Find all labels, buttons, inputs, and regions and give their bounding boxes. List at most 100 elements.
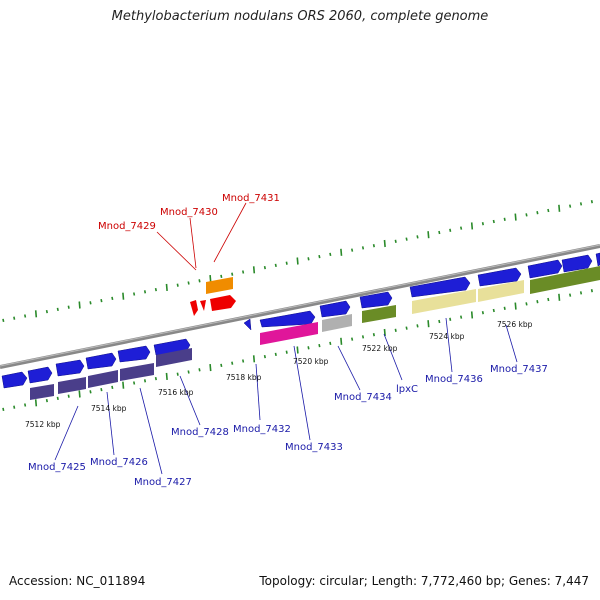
gene-arrow[interactable] [595, 252, 600, 267]
leader-lines [54, 202, 518, 475]
scale-tick [351, 248, 354, 252]
gene-label-mnod-7433[interactable]: Mnod_7433 [285, 442, 343, 453]
scale-tick [143, 290, 147, 294]
scale-tick [143, 379, 147, 383]
genome-backbone-highlight [0, 244, 600, 367]
feature-bar-purple[interactable] [120, 363, 154, 381]
scale-tick [470, 222, 474, 230]
feature-bar-purple[interactable] [156, 348, 192, 367]
feature-bar-purple[interactable] [30, 384, 54, 400]
feature-bar-orange[interactable] [206, 277, 233, 294]
scale-tick [416, 235, 419, 239]
feature-bar-olive[interactable] [362, 305, 396, 323]
kbp-ruler: 7512 kbp 7514 kbp 7516 kbp 7518 kbp 7520… [25, 320, 533, 429]
scale-tick [372, 244, 375, 248]
scale-tick [383, 328, 386, 337]
scale-tick [394, 328, 397, 332]
feature-arrow-red[interactable] [210, 295, 236, 311]
scale-tick [13, 316, 16, 320]
feature-bar-khaki[interactable] [412, 289, 476, 314]
gene-arrow[interactable] [259, 310, 316, 328]
feature-bar-grey[interactable] [322, 314, 352, 332]
feature-bar-purple[interactable] [58, 377, 86, 394]
scale-tick [340, 337, 343, 345]
leader-line [445, 317, 453, 373]
gene-label-mnod-7437[interactable]: Mnod_7437 [490, 364, 548, 375]
scale-tick [470, 311, 474, 319]
scale-tick [558, 293, 561, 301]
gene-label-mnod-7427[interactable]: Mnod_7427 [134, 477, 192, 488]
leader-line [383, 333, 403, 381]
gene-label-mnod-7425[interactable]: Mnod_7425 [28, 462, 86, 473]
accession-label: Accession: NC_011894 [9, 574, 146, 588]
gene-arrows [1, 252, 600, 389]
feature-bar-khaki[interactable] [478, 280, 524, 302]
gene-arrow[interactable] [1, 371, 28, 389]
scale-tick [274, 352, 277, 357]
scale-tick [67, 305, 70, 309]
gene-arrow[interactable] [319, 300, 351, 318]
gene-arrow[interactable] [27, 366, 53, 384]
scale-tick [372, 333, 375, 337]
feature-bar-olive[interactable] [530, 266, 600, 294]
gene-label-mnod-7431[interactable]: Mnod_7431 [222, 193, 280, 204]
bottom-tick-row [2, 289, 593, 412]
scale-tick [24, 314, 27, 318]
gene-arrow[interactable] [561, 254, 593, 273]
scale-tick [285, 261, 288, 265]
scale-tick [383, 239, 386, 248]
feature-bar-pink[interactable] [260, 322, 318, 345]
scale-tick [89, 301, 92, 305]
scale-tick [481, 222, 484, 226]
kbp-label: 7516 kbp [158, 388, 194, 397]
scale-tick [514, 302, 517, 310]
scale-tick [165, 372, 168, 380]
gene-label-mnod-7434[interactable]: Mnod_7434 [334, 392, 392, 403]
leader-line [54, 405, 79, 461]
feature-bar-purple[interactable] [88, 370, 118, 388]
scale-tick [176, 283, 179, 287]
gene-label-mnod-7430[interactable]: Mnod_7430 [160, 207, 218, 218]
scale-tick [525, 213, 528, 217]
gene-label-mnod-7428[interactable]: Mnod_7428 [171, 427, 229, 438]
scale-tick [296, 346, 299, 354]
scale-tick [449, 228, 452, 232]
gene-arrow[interactable] [477, 267, 522, 287]
gene-label-mnod-7429[interactable]: Mnod_7429 [98, 221, 156, 232]
gene-label-mnod-7426[interactable]: Mnod_7426 [90, 457, 148, 468]
gene-arrow[interactable] [117, 345, 151, 363]
scale-tick [67, 394, 70, 398]
scale-tick [416, 324, 419, 328]
scale-tick [579, 291, 583, 295]
scale-tick [45, 309, 48, 314]
scale-tick [198, 368, 201, 372]
scale-tick [154, 287, 157, 292]
top-tick-row [2, 200, 593, 323]
gene-arrow[interactable] [409, 276, 471, 298]
gene-arrow[interactable] [55, 359, 85, 377]
scale-tick [56, 396, 59, 401]
gene-arrow[interactable] [85, 352, 117, 370]
genome-summary: Topology: circular; Length: 7,772,460 bp… [259, 574, 589, 588]
feature-arrow-red[interactable] [200, 300, 206, 311]
scale-tick [100, 387, 103, 392]
scale-tick [590, 200, 593, 204]
scale-tick [263, 265, 266, 270]
scale-tick [536, 211, 539, 215]
scale-tick [78, 390, 81, 398]
scale-tick [307, 346, 310, 350]
scale-tick [78, 301, 81, 309]
gene-label-lpxc[interactable]: lpxC [396, 384, 418, 395]
feature-arrow-red[interactable] [190, 300, 198, 316]
kbp-label: 7512 kbp [25, 420, 61, 429]
gene-label-mnod-7436[interactable]: Mnod_7436 [425, 374, 483, 385]
scale-tick [220, 363, 223, 368]
scale-tick [590, 289, 593, 293]
leader-line [293, 345, 311, 441]
gene-arrow[interactable] [359, 291, 393, 309]
gene-label-mnod-7432[interactable]: Mnod_7432 [233, 424, 291, 435]
gene-arrow[interactable] [527, 259, 563, 279]
kbp-label: 7526 kbp [497, 320, 533, 329]
leader-line [255, 363, 261, 421]
gene-arrow[interactable] [243, 318, 252, 331]
